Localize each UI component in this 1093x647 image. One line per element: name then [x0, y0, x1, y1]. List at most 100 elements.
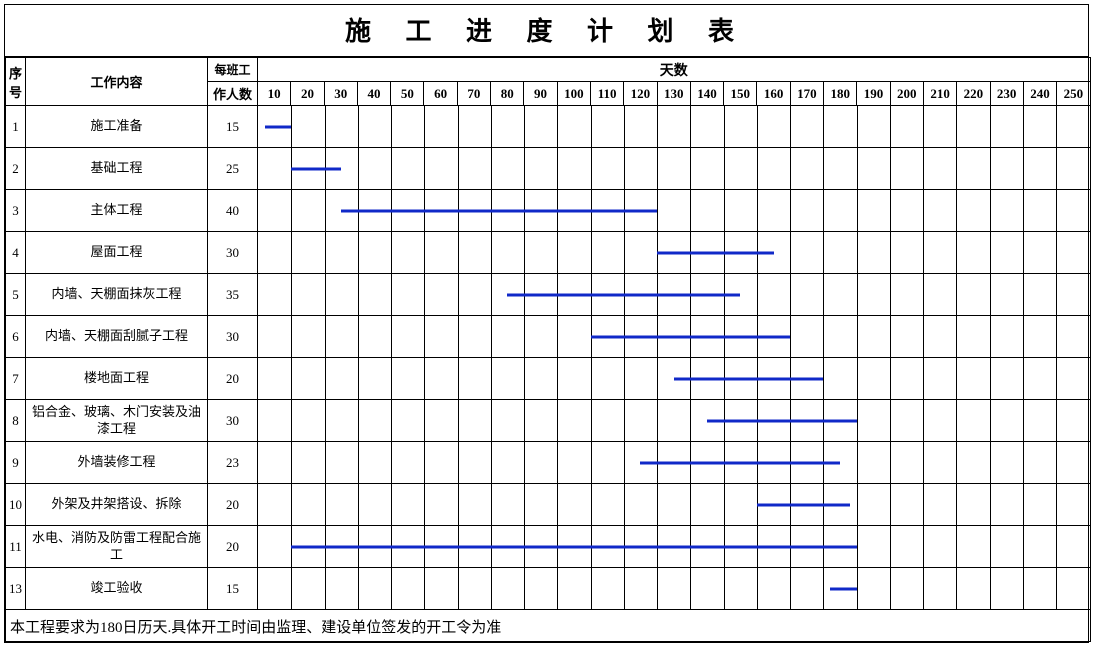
gantt-bar	[291, 545, 856, 548]
cell-workers: 30	[208, 400, 258, 442]
hdr-day-tick: 10	[258, 82, 291, 106]
hdr-day-tick: 20	[291, 82, 324, 106]
table-row: 2基础工程25	[6, 148, 1091, 190]
gantt-bar	[640, 461, 840, 464]
hdr-day-tick: 250	[1057, 82, 1090, 106]
hdr-day-tick: 70	[457, 82, 490, 106]
hdr-day-tick: 150	[724, 82, 757, 106]
table-row: 3主体工程40	[6, 190, 1091, 232]
cell-workers: 25	[208, 148, 258, 190]
footer-note: 本工程要求为180日历天.具体开工时间由监理、建设单位签发的开工令为准	[6, 610, 1091, 642]
cell-gantt	[258, 316, 1091, 358]
page-title: 施 工 进 度 计 划 表	[5, 5, 1088, 57]
table-body: 1施工准备152基础工程253主体工程404屋面工程305内墙、天棚面抹灰工程3…	[6, 106, 1091, 610]
cell-task-name: 内墙、天棚面刮腻子工程	[26, 316, 208, 358]
cell-task-name: 基础工程	[26, 148, 208, 190]
hdr-day-tick: 120	[624, 82, 657, 106]
hdr-day-tick: 50	[391, 82, 424, 106]
cell-gantt	[258, 358, 1091, 400]
cell-seq: 13	[6, 568, 26, 610]
hdr-workers-bottom: 作人数	[208, 82, 258, 106]
hdr-day-tick: 90	[524, 82, 557, 106]
gantt-bar	[674, 377, 824, 380]
cell-gantt	[258, 568, 1091, 610]
table-header: 序号 工作内容 每班工 天数 作人数 102030405060708090100…	[6, 58, 1091, 106]
cell-seq: 8	[6, 400, 26, 442]
table-row: 5内墙、天棚面抹灰工程35	[6, 274, 1091, 316]
cell-seq: 2	[6, 148, 26, 190]
hdr-task: 工作内容	[26, 58, 208, 106]
cell-task-name: 外架及井架搭设、拆除	[26, 484, 208, 526]
cell-gantt	[258, 400, 1091, 442]
hdr-day-tick: 140	[690, 82, 723, 106]
hdr-day-tick: 80	[491, 82, 524, 106]
gantt-bar	[657, 251, 773, 254]
gantt-bar	[707, 419, 857, 422]
hdr-day-tick: 170	[790, 82, 823, 106]
gantt-bar	[757, 503, 850, 506]
table-row: 13竣工验收15	[6, 568, 1091, 610]
cell-task-name: 屋面工程	[26, 232, 208, 274]
hdr-day-tick: 100	[557, 82, 590, 106]
cell-workers: 40	[208, 190, 258, 232]
cell-task-name: 内墙、天棚面抹灰工程	[26, 274, 208, 316]
cell-seq: 7	[6, 358, 26, 400]
table-row: 4屋面工程30	[6, 232, 1091, 274]
cell-task-name: 外墙装修工程	[26, 442, 208, 484]
cell-workers: 15	[208, 106, 258, 148]
hdr-day-tick: 220	[957, 82, 990, 106]
cell-workers: 15	[208, 568, 258, 610]
table-row: 6内墙、天棚面刮腻子工程30	[6, 316, 1091, 358]
cell-workers: 20	[208, 526, 258, 568]
cell-gantt	[258, 148, 1091, 190]
hdr-days-label: 天数	[258, 58, 1091, 82]
gantt-bar	[291, 167, 341, 170]
cell-workers: 20	[208, 484, 258, 526]
cell-task-name: 施工准备	[26, 106, 208, 148]
cell-task-name: 竣工验收	[26, 568, 208, 610]
cell-workers: 30	[208, 316, 258, 358]
cell-seq: 4	[6, 232, 26, 274]
cell-gantt	[258, 106, 1091, 148]
gantt-sheet: 施 工 进 度 计 划 表 序号 工作内容 每班工 天数 作人数 1020304…	[4, 4, 1089, 643]
table-row: 7楼地面工程20	[6, 358, 1091, 400]
cell-seq: 3	[6, 190, 26, 232]
gantt-table: 序号 工作内容 每班工 天数 作人数 102030405060708090100…	[5, 57, 1091, 642]
hdr-day-tick: 210	[923, 82, 956, 106]
cell-seq: 6	[6, 316, 26, 358]
table-row: 1施工准备15	[6, 106, 1091, 148]
cell-gantt	[258, 526, 1091, 568]
cell-workers: 30	[208, 232, 258, 274]
table-row: 10外架及井架搭设、拆除20	[6, 484, 1091, 526]
hdr-workers-top: 每班工	[208, 58, 258, 82]
hdr-seq: 序号	[6, 58, 26, 106]
cell-gantt	[258, 442, 1091, 484]
hdr-day-tick: 60	[424, 82, 457, 106]
cell-workers: 35	[208, 274, 258, 316]
cell-workers: 23	[208, 442, 258, 484]
hdr-day-tick: 200	[890, 82, 923, 106]
hdr-day-tick: 130	[657, 82, 690, 106]
table-row: 8铝合金、玻璃、木门安装及油漆工程30	[6, 400, 1091, 442]
cell-seq: 10	[6, 484, 26, 526]
hdr-day-tick: 190	[857, 82, 890, 106]
hdr-day-tick: 240	[1023, 82, 1056, 106]
cell-seq: 9	[6, 442, 26, 484]
gantt-bar	[830, 587, 857, 590]
hdr-day-tick: 160	[757, 82, 790, 106]
cell-task-name: 楼地面工程	[26, 358, 208, 400]
cell-seq: 1	[6, 106, 26, 148]
cell-seq: 11	[6, 526, 26, 568]
cell-gantt	[258, 484, 1091, 526]
cell-seq: 5	[6, 274, 26, 316]
gantt-bar	[507, 293, 740, 296]
cell-workers: 20	[208, 358, 258, 400]
cell-task-name: 铝合金、玻璃、木门安装及油漆工程	[26, 400, 208, 442]
hdr-day-tick: 230	[990, 82, 1023, 106]
cell-task-name: 主体工程	[26, 190, 208, 232]
hdr-day-tick: 180	[824, 82, 857, 106]
gantt-bar	[265, 125, 292, 128]
cell-gantt	[258, 190, 1091, 232]
hdr-day-tick: 110	[590, 82, 623, 106]
cell-gantt	[258, 274, 1091, 316]
